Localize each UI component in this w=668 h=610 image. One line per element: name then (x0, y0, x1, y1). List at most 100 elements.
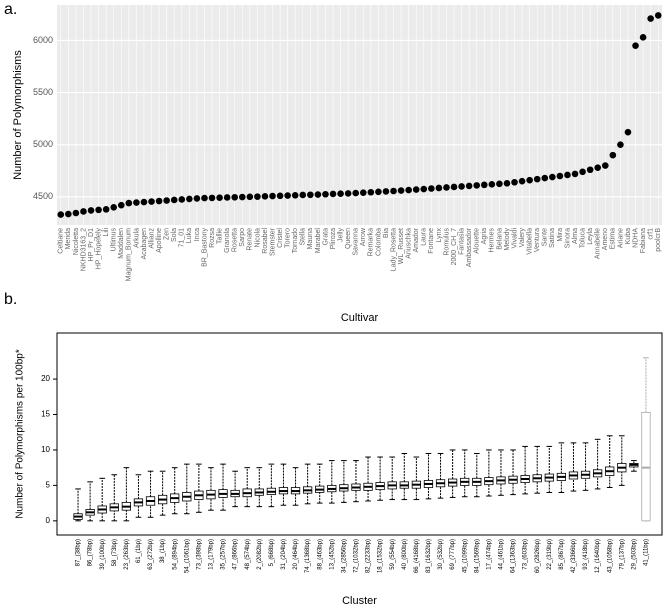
x-tick-label: Vivaldi (511, 228, 518, 249)
x-tick-label: Arrow (360, 227, 367, 246)
point (337, 190, 344, 198)
x-tick-label: 2000_CH_7 (451, 228, 458, 265)
point (397, 187, 405, 194)
y-tick-label: 6000 (33, 35, 53, 45)
x-tick-label: 72_(1032bp) (354, 539, 360, 573)
x-tick-label: Satina (549, 228, 556, 248)
point (412, 186, 420, 193)
x-tick-label: Allianz (148, 228, 155, 249)
x-tick-label: 23_(263bp) (124, 539, 130, 570)
point (314, 191, 322, 198)
point (428, 185, 435, 192)
y-tick-label: 5000 (33, 139, 53, 149)
point (65, 210, 72, 218)
x-tick-label: Fantasia (458, 228, 465, 255)
point (299, 191, 307, 199)
point (246, 193, 254, 201)
box (641, 411, 651, 522)
x-tick-label: 64_(1363bp) (511, 539, 517, 573)
x-tick-label: NKHD3163_2 (80, 228, 87, 271)
point (518, 177, 526, 185)
x-tick-label: 74_(1368bp) (305, 539, 311, 573)
x-tick-label: Laura (421, 228, 428, 246)
x-tick-label: Ultimus (111, 228, 118, 252)
point (382, 188, 390, 195)
y-tick-label: 4500 (33, 191, 53, 201)
point (72, 209, 80, 217)
x-tick-label: Agria (481, 228, 488, 244)
point (186, 195, 193, 203)
x-tick-label: Zen (164, 228, 171, 240)
point (178, 196, 186, 203)
x-tick-label: Vitabella (527, 228, 534, 255)
point (102, 206, 110, 213)
point (617, 141, 624, 149)
point (125, 199, 133, 207)
x-tick-label: 85_(867bp) (559, 539, 565, 570)
x-tick-label: Tornado (292, 228, 299, 253)
x-tick-label: 58_(73bp) (112, 539, 118, 566)
x-tick-label: WL_Russet (398, 228, 405, 264)
x-tick-label: Magnum_Bonum (126, 228, 133, 281)
point (526, 176, 533, 184)
x-tick-label: Alouette (474, 228, 481, 254)
x-tick-label: Savanna (353, 228, 360, 256)
x-tick-label: Apolline (156, 228, 163, 253)
x-axis-title: Cultivar (341, 312, 379, 324)
x-tick-label: Hermes (489, 228, 496, 253)
x-tick-label: Marabel (315, 228, 322, 254)
x-tick-label: Lady_Rosetta (390, 228, 397, 271)
x-tick-label: 84_(1569bp) (474, 539, 480, 573)
x-tick-label: Luka (186, 228, 193, 243)
x-tick-label: Torero (285, 228, 292, 248)
x-tick-label: BR_Bastony (201, 228, 208, 267)
point (193, 195, 201, 202)
x-tick-label: Annabelle (595, 228, 602, 259)
point (95, 206, 102, 214)
x-tick-label: 34_(2856bp) (341, 539, 347, 573)
x-tick-label: 42_(3366bp) (571, 539, 577, 573)
point (87, 207, 95, 214)
x-tick-label: Kuba (625, 228, 632, 244)
x-tick-label: Ameno (602, 228, 609, 250)
point (231, 193, 239, 201)
x-tick-label: Sola (171, 228, 178, 242)
x-tick-label: Fabiana (640, 228, 647, 253)
x-tick-label: Stella (300, 228, 307, 246)
x-tick-label: Belana (496, 228, 503, 250)
y-tick-label: 5500 (33, 87, 53, 97)
x-tick-label: Nicoletta (73, 228, 80, 255)
point (201, 194, 208, 202)
x-tick-label: Ventura (534, 228, 541, 252)
x-tick-label: Stemster (269, 227, 276, 256)
y-axis-title: Number of Polymorphisms per 100bp* (15, 349, 26, 519)
x-tick-label: Colomba (375, 228, 382, 256)
point (208, 194, 216, 202)
x-tick-label: Ariane (617, 228, 624, 248)
x-tick-label: Remarka (368, 228, 375, 257)
x-tick-label: 73_(603bp) (523, 539, 529, 570)
x-tick-label: Lili (103, 228, 110, 237)
x-tick-label: Anuschka (406, 228, 413, 259)
point (594, 164, 602, 171)
point (458, 183, 465, 190)
point (155, 197, 163, 205)
x-tick-label: 48_(574bp) (245, 539, 251, 570)
point (579, 168, 586, 176)
x-tick-label: 87_(38bp) (76, 539, 82, 566)
panel-label: b. (4, 291, 17, 308)
x-tick-label: Cristel (277, 228, 284, 248)
x-tick-label: 31_(204bp) (281, 539, 287, 570)
point (632, 42, 639, 49)
x-tick-label: Maddalen (118, 228, 125, 259)
x-tick-label: 54_(894bp) (172, 539, 178, 570)
x-tick-label: 63_(272bp) (148, 539, 154, 570)
x-tick-label: 44_(461bp) (499, 539, 505, 570)
y-tick-label: 5 (46, 480, 51, 489)
x-tick-label: Toluca (579, 228, 586, 248)
x-tick-label: 13_(452bp) (329, 539, 335, 570)
x-tick-label: 86_(78bp) (88, 539, 94, 566)
x-tick-label: Sante (542, 228, 549, 246)
x-tick-label: 59_(554bp) (390, 539, 396, 570)
